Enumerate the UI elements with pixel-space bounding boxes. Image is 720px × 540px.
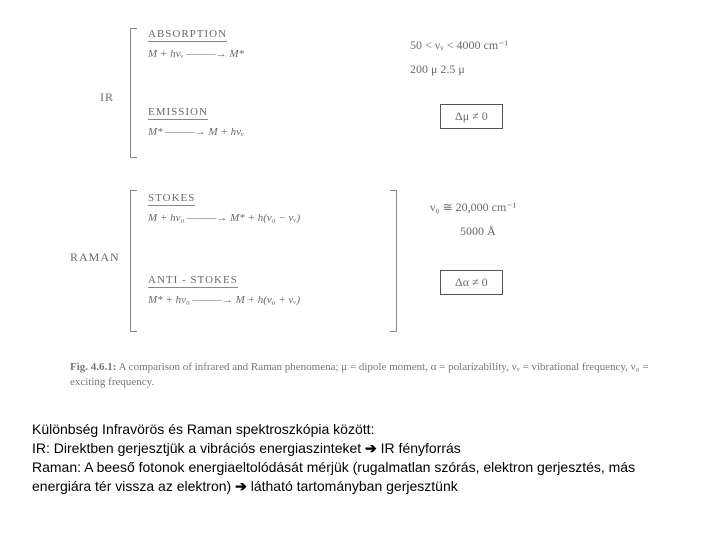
text-line-1: Különbség Infravörös és Raman spektroszk… [32, 420, 688, 439]
arrow-icon: ➔ [365, 440, 377, 456]
absorption-equation: M + hνᵥ ———→ M* [148, 48, 244, 60]
ir-selection-rule-box: Δμ ≠ 0 [440, 104, 503, 129]
ir-wavelength-range: 200 μ 2.5 μ [410, 62, 465, 77]
antistokes-equation: M* + hν₀ ———→ M + h(ν₀ + νᵥ) [148, 294, 300, 306]
text-line-3: Raman: A beeső fotonok energiaeltolódásá… [32, 458, 688, 496]
arrow-icon: ➔ [235, 478, 247, 494]
text-line-2b: IR fényforrás [377, 440, 461, 456]
ir-group-label: IR [100, 90, 114, 105]
text-line-3b: látható tartományban gerjesztünk [247, 478, 458, 494]
stokes-block: STOKES M + hν₀ ———→ M* + h(ν₀ − νᵥ) [148, 192, 300, 224]
emission-equation: M* ———→ M + hνᵥ [148, 126, 244, 138]
caption-prefix: Fig. 4.6.1: [70, 361, 116, 373]
figure-caption: Fig. 4.6.1: A comparison of infrared and… [70, 360, 650, 390]
raman-freq: ν₀ ≅ 20,000 cm⁻¹ [430, 200, 516, 215]
raman-group-label: RAMAN [70, 250, 120, 265]
absorption-title: ABSORPTION [148, 28, 227, 42]
absorption-block: ABSORPTION M + hνᵥ ———→ M* [148, 28, 244, 60]
emission-block: EMISSION M* ———→ M + hνᵥ [148, 106, 244, 138]
stokes-title: STOKES [148, 192, 195, 206]
text-line-2a: IR: Direktben gerjesztjük a vibrációs en… [32, 440, 365, 456]
text-line-2: IR: Direktben gerjesztjük a vibrációs en… [32, 439, 688, 458]
antistokes-block: ANTI - STOKES M* + hν₀ ———→ M + h(ν₀ + ν… [148, 274, 300, 306]
emission-title: EMISSION [148, 106, 208, 120]
spectroscopy-diagram: IR RAMAN ABSORPTION M + hνᵥ ———→ M* EMIS… [100, 20, 620, 340]
antistokes-title: ANTI - STOKES [148, 274, 238, 288]
stokes-equation: M + hν₀ ———→ M* + h(ν₀ − νᵥ) [148, 212, 300, 224]
ir-freq-range: 50 < νᵥ < 4000 cm⁻¹ [410, 38, 508, 53]
raman-selection-rule-box: Δα ≠ 0 [440, 270, 503, 295]
raman-right-bracket [390, 190, 397, 332]
ir-bracket [130, 28, 137, 158]
raman-left-bracket [130, 190, 137, 332]
explanation-text: Különbség Infravörös és Raman spektroszk… [32, 420, 688, 496]
caption-body: A comparison of infrared and Raman pheno… [70, 361, 648, 388]
raman-wavelength: 5000 Å [460, 224, 496, 239]
